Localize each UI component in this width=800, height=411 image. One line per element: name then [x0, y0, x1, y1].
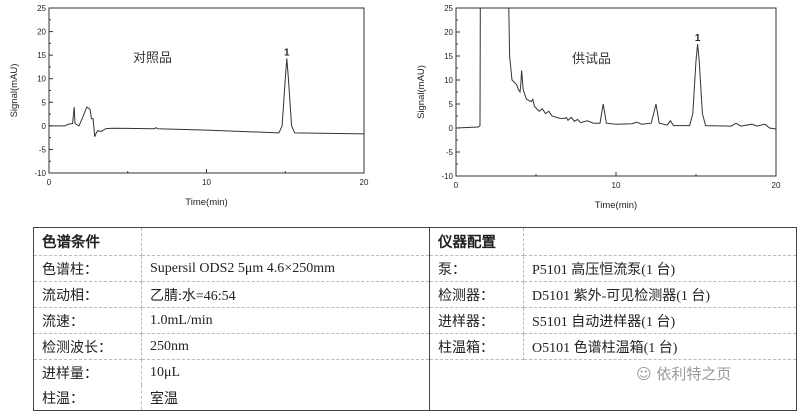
y-tick-label: 0: [449, 124, 454, 133]
row-label: 进样器：: [429, 307, 524, 334]
row-label: 泵：: [429, 255, 524, 282]
x-axis-label: Time(min): [185, 197, 227, 208]
chromatogram-trace: [49, 58, 364, 137]
x-tick-label: 10: [202, 178, 211, 187]
y-axis-label: Signal(mAU): [416, 65, 427, 119]
x-tick-label: 20: [360, 178, 369, 187]
x-tick-label: 10: [612, 181, 621, 190]
y-tick-label: 15: [444, 52, 453, 61]
y-tick-label: -5: [446, 148, 454, 157]
table-row: 色谱柱： Supersil ODS2 5μm 4.6×250mm 泵： P510…: [33, 255, 797, 282]
row-value: S5101 自动进样器(1 台): [523, 307, 797, 334]
y-tick-label: 5: [449, 100, 454, 109]
row-label: 检测波长：: [33, 333, 142, 360]
y-tick-label: 25: [37, 4, 46, 13]
y-tick-label: -10: [441, 172, 453, 181]
row-value: O5101 色谱柱温箱(1 台): [523, 333, 797, 360]
row-label: 柱温箱：: [429, 333, 524, 360]
wechat-icon: ☺: [636, 365, 657, 383]
table-header-row: 色谱条件 仪器配置: [33, 227, 797, 256]
conditions-table: 色谱条件 仪器配置 色谱柱： Supersil ODS2 5μm 4.6×250…: [33, 227, 797, 411]
table-row: 流速： 1.0mL/min 进样器： S5101 自动进样器(1 台): [33, 307, 797, 334]
chromatographic-conditions-header: 色谱条件: [33, 227, 142, 256]
row-label: 检测器：: [429, 281, 524, 308]
chromatogram-trace: [456, 8, 776, 130]
sample-chromatogram: -10 -5 0 5 10 15 20 25 0 10 20 Time(min) Signal(mAU)…: [416, 4, 781, 211]
y-tick-label: 25: [444, 4, 453, 13]
x-tick-label: 20: [772, 181, 781, 190]
watermark: ☺ 依利特之页: [636, 365, 732, 383]
plot-frame: [455, 7, 777, 177]
y-tick-label: -10: [34, 169, 46, 178]
peak-label: 1: [284, 47, 290, 58]
reference-chromatogram: -10 -5 0 5 10 15 20 25 0 10 20 Time(min) Signal(mAU)…: [9, 4, 369, 208]
plot-frame: [48, 7, 365, 174]
instrument-config-header: 仪器配置: [429, 227, 524, 256]
row-label: 流动相：: [33, 281, 142, 308]
row-value: 室温: [141, 385, 430, 411]
y-tick-label: 15: [37, 51, 46, 60]
y-tick-label: 0: [42, 122, 47, 131]
y-tick-label: 10: [444, 76, 453, 85]
table-row: 柱温： 室温: [33, 385, 797, 411]
row-label: 色谱柱：: [33, 255, 142, 282]
x-tick-label: 0: [454, 181, 459, 190]
y-tick-label: 20: [37, 28, 46, 37]
table-row: 进样量： 10μL: [33, 359, 797, 411]
row-value: Supersil ODS2 5μm 4.6×250mm: [141, 255, 430, 282]
x-axis-label: Time(min): [595, 200, 637, 211]
y-axis-label: Signal(mAU): [9, 64, 20, 118]
y-tick-label: 10: [37, 75, 46, 84]
row-value: 1.0mL/min: [141, 307, 430, 334]
row-label: 进样量：: [33, 359, 142, 385]
row-value: D5101 紫外-可见检测器(1 台): [523, 281, 797, 308]
sample-annotation: 供试品: [572, 52, 611, 67]
peak-label: 1: [695, 33, 701, 44]
row-value: 乙腈:水=46:54: [141, 281, 430, 308]
row-label: 流速：: [33, 307, 142, 334]
x-tick-label: 0: [47, 178, 52, 187]
y-tick-label: 20: [444, 28, 453, 37]
table-row: 流动相： 乙腈:水=46:54 检测器： D5101 紫外-可见检测器(1 台): [33, 281, 797, 308]
row-value: 250nm: [141, 333, 430, 360]
sample-annotation: 对照品: [133, 51, 172, 66]
table-row: 检测波长： 250nm 柱温箱： O5101 色谱柱温箱(1 台): [33, 333, 797, 360]
row-label: 柱温：: [33, 385, 142, 411]
y-tick-label: 5: [42, 98, 47, 107]
row-value: 10μL: [141, 359, 430, 385]
y-tick-label: -5: [39, 145, 47, 154]
row-value: P5101 高压恒流泵(1 台): [523, 255, 797, 282]
